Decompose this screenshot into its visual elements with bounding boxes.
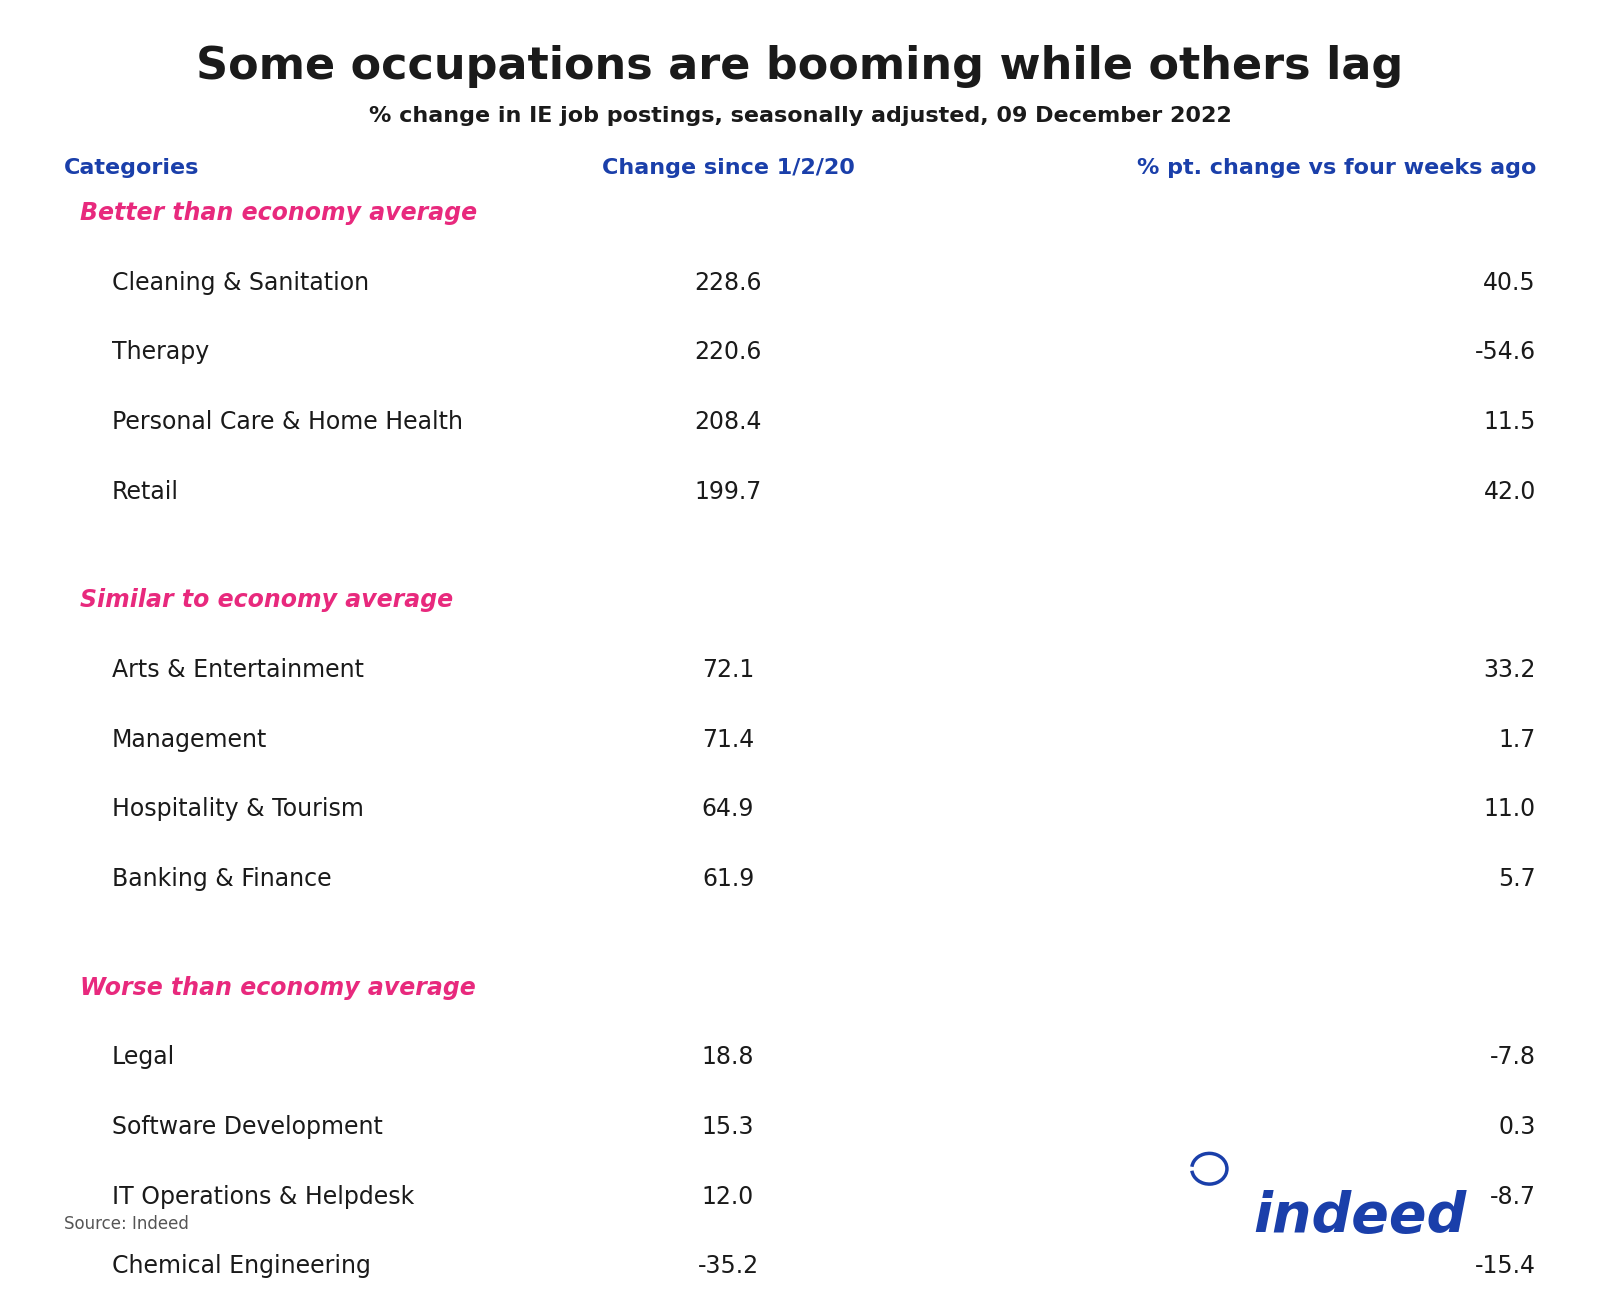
Text: 61.9: 61.9 xyxy=(702,868,754,891)
Text: -15.4: -15.4 xyxy=(1475,1255,1536,1278)
Text: Change since 1/2/20: Change since 1/2/20 xyxy=(602,158,854,177)
Text: -54.6: -54.6 xyxy=(1475,341,1536,364)
Text: Source: Indeed: Source: Indeed xyxy=(64,1215,189,1233)
Text: Software Development: Software Development xyxy=(112,1115,382,1139)
Text: Similar to economy average: Similar to economy average xyxy=(80,589,453,612)
Text: 71.4: 71.4 xyxy=(702,728,754,751)
Text: 11.0: 11.0 xyxy=(1483,798,1536,821)
Text: Arts & Entertainment: Arts & Entertainment xyxy=(112,658,365,682)
Text: 33.2: 33.2 xyxy=(1483,658,1536,682)
Text: Legal: Legal xyxy=(112,1046,176,1069)
Text: 11.5: 11.5 xyxy=(1483,411,1536,434)
Text: 208.4: 208.4 xyxy=(694,411,762,434)
Text: Categories: Categories xyxy=(64,158,200,177)
Text: 42.0: 42.0 xyxy=(1483,480,1536,503)
Text: Worse than economy average: Worse than economy average xyxy=(80,976,475,999)
Text: 72.1: 72.1 xyxy=(702,658,754,682)
Text: Hospitality & Tourism: Hospitality & Tourism xyxy=(112,798,363,821)
Text: Management: Management xyxy=(112,728,267,751)
Text: Some occupations are booming while others lag: Some occupations are booming while other… xyxy=(197,45,1403,88)
Text: 64.9: 64.9 xyxy=(702,798,754,821)
Text: Banking & Finance: Banking & Finance xyxy=(112,868,331,891)
Text: 40.5: 40.5 xyxy=(1483,271,1536,294)
Text: Better than economy average: Better than economy average xyxy=(80,201,477,225)
Text: Therapy: Therapy xyxy=(112,341,210,364)
Text: -7.8: -7.8 xyxy=(1490,1046,1536,1069)
Text: 1.7: 1.7 xyxy=(1499,728,1536,751)
Text: % pt. change vs four weeks ago: % pt. change vs four weeks ago xyxy=(1136,158,1536,177)
Text: Cleaning & Sanitation: Cleaning & Sanitation xyxy=(112,271,370,294)
Text: 220.6: 220.6 xyxy=(694,341,762,364)
Text: 228.6: 228.6 xyxy=(694,271,762,294)
Text: % change in IE job postings, seasonally adjusted, 09 December 2022: % change in IE job postings, seasonally … xyxy=(368,106,1232,125)
Text: 0.3: 0.3 xyxy=(1499,1115,1536,1139)
Text: Chemical Engineering: Chemical Engineering xyxy=(112,1255,371,1278)
Text: 5.7: 5.7 xyxy=(1498,868,1536,891)
Text: 12.0: 12.0 xyxy=(702,1185,754,1208)
Text: 15.3: 15.3 xyxy=(702,1115,754,1139)
Text: 18.8: 18.8 xyxy=(702,1046,754,1069)
Text: -35.2: -35.2 xyxy=(698,1255,758,1278)
Text: Personal Care & Home Health: Personal Care & Home Health xyxy=(112,411,462,434)
Text: IT Operations & Helpdesk: IT Operations & Helpdesk xyxy=(112,1185,414,1208)
Text: 199.7: 199.7 xyxy=(694,480,762,503)
Text: indeed: indeed xyxy=(1253,1190,1467,1245)
Text: Retail: Retail xyxy=(112,480,179,503)
Text: -8.7: -8.7 xyxy=(1490,1185,1536,1208)
